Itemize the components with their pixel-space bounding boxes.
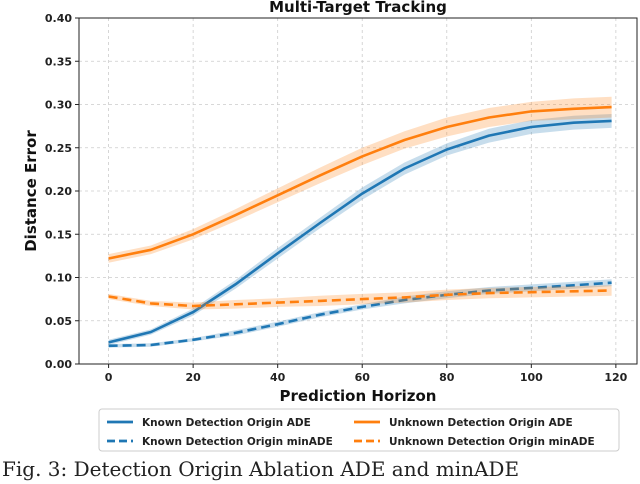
y-tick-label: 0.00 <box>45 358 72 371</box>
y-tick-label: 0.25 <box>45 142 72 155</box>
y-tick-label: 0.10 <box>45 272 72 285</box>
x-tick-label: 60 <box>355 371 371 384</box>
y-tick-label: 0.40 <box>45 12 72 25</box>
unknown-detection-origin-ade-band <box>108 96 612 263</box>
known-detection-origin-ade-band <box>108 114 612 345</box>
y-axis-label: Distance Error <box>22 130 40 252</box>
known-detection-origin-minade-band <box>108 279 612 348</box>
chart-title: Multi-Target Tracking <box>269 0 447 16</box>
legend-label-known-detection-origin-ade: Known Detection Origin ADE <box>142 417 311 429</box>
unknown-detection-origin-ade-line <box>108 105 612 260</box>
legend-label-unknown-detection-origin-minade: Unknown Detection Origin minADE <box>389 436 595 448</box>
x-tick-label: 20 <box>185 371 201 384</box>
y-tick-label: 0.15 <box>45 228 72 241</box>
y-tick-label: 0.30 <box>45 99 72 112</box>
legend-box <box>98 408 620 452</box>
x-tick-label: 120 <box>604 371 627 384</box>
y-tick-label: 0.35 <box>45 55 72 68</box>
x-axis-label: Prediction Horizon <box>280 387 437 405</box>
known-detection-origin-minade-line <box>108 281 612 348</box>
figure-caption: Fig. 3: Detection Origin Ablation ADE an… <box>2 457 519 481</box>
x-tick-label: 40 <box>270 371 286 384</box>
x-tick-label: 0 <box>105 371 113 384</box>
legend-label-known-detection-origin-minade: Known Detection Origin minADE <box>142 436 333 448</box>
legend-label-unknown-detection-origin-ade: Unknown Detection Origin ADE <box>389 417 573 429</box>
known-detection-origin-ade-line <box>108 119 612 344</box>
x-tick-label: 100 <box>520 371 543 384</box>
y-tick-label: 0.05 <box>45 315 72 328</box>
unknown-detection-origin-minade-line <box>108 289 612 308</box>
y-tick-label: 0.20 <box>45 185 72 198</box>
x-tick-label: 80 <box>439 371 455 384</box>
